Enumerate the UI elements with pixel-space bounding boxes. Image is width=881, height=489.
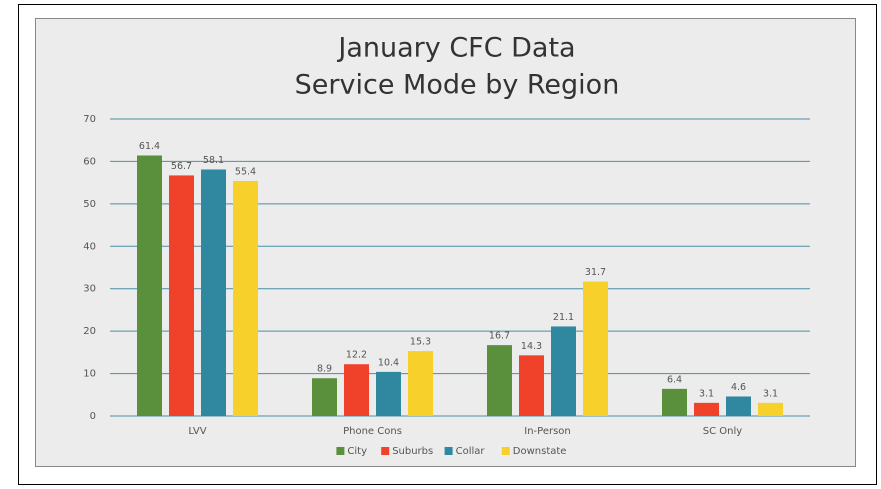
data-label: 55.4 — [235, 166, 256, 177]
x-tick-label: SC Only — [703, 426, 742, 437]
chart-subtitle: Service Mode by Region — [295, 70, 620, 101]
bar — [312, 378, 337, 416]
legend-label: Collar — [456, 446, 486, 457]
data-label: 61.4 — [139, 141, 160, 152]
bar — [376, 371, 401, 416]
bar — [551, 326, 576, 416]
chart-title: January CFC Data — [336, 33, 575, 64]
y-tick-label: 60 — [83, 156, 96, 167]
data-label: 8.9 — [317, 364, 332, 375]
data-label: 3.1 — [763, 388, 778, 399]
data-label: 10.4 — [378, 357, 399, 368]
data-label: 3.1 — [699, 388, 714, 399]
data-label: 15.3 — [410, 337, 431, 348]
bar — [169, 175, 194, 416]
legend-label: Downstate — [513, 446, 567, 457]
data-label: 21.1 — [553, 312, 574, 323]
bar — [583, 281, 608, 416]
legend-swatch — [336, 447, 345, 455]
legend-label: Suburbs — [392, 446, 433, 457]
legend-swatch — [444, 447, 453, 455]
x-tick-label: LVV — [188, 426, 206, 437]
bar — [487, 345, 512, 416]
bar — [662, 388, 687, 416]
data-label: 12.2 — [346, 350, 367, 361]
data-label: 31.7 — [585, 267, 606, 278]
legend-swatch — [501, 447, 510, 455]
data-label: 4.6 — [731, 382, 746, 393]
y-tick-label: 70 — [83, 114, 96, 125]
bar — [344, 364, 369, 416]
bar — [694, 402, 719, 416]
x-tick-label: In-Person — [524, 426, 571, 437]
y-tick-label: 50 — [83, 199, 96, 210]
bar — [758, 402, 783, 416]
y-tick-label: 40 — [83, 241, 96, 252]
data-label: 14.3 — [521, 341, 542, 352]
x-tick-label: Phone Cons — [343, 426, 402, 437]
data-label: 6.4 — [667, 374, 682, 385]
data-label: 56.7 — [171, 161, 192, 172]
y-tick-label: 0 — [90, 411, 96, 422]
bar — [408, 351, 433, 416]
legend-label: City — [347, 446, 367, 457]
data-label: 58.1 — [203, 155, 224, 166]
y-tick-label: 30 — [83, 284, 96, 295]
bar — [201, 169, 226, 416]
y-tick-label: 20 — [83, 326, 96, 337]
bar — [233, 180, 258, 416]
data-label: 16.7 — [489, 331, 510, 342]
y-tick-label: 10 — [83, 369, 96, 380]
bar — [137, 155, 162, 416]
bar — [519, 355, 544, 416]
legend-swatch — [381, 447, 390, 455]
bar — [726, 396, 751, 416]
